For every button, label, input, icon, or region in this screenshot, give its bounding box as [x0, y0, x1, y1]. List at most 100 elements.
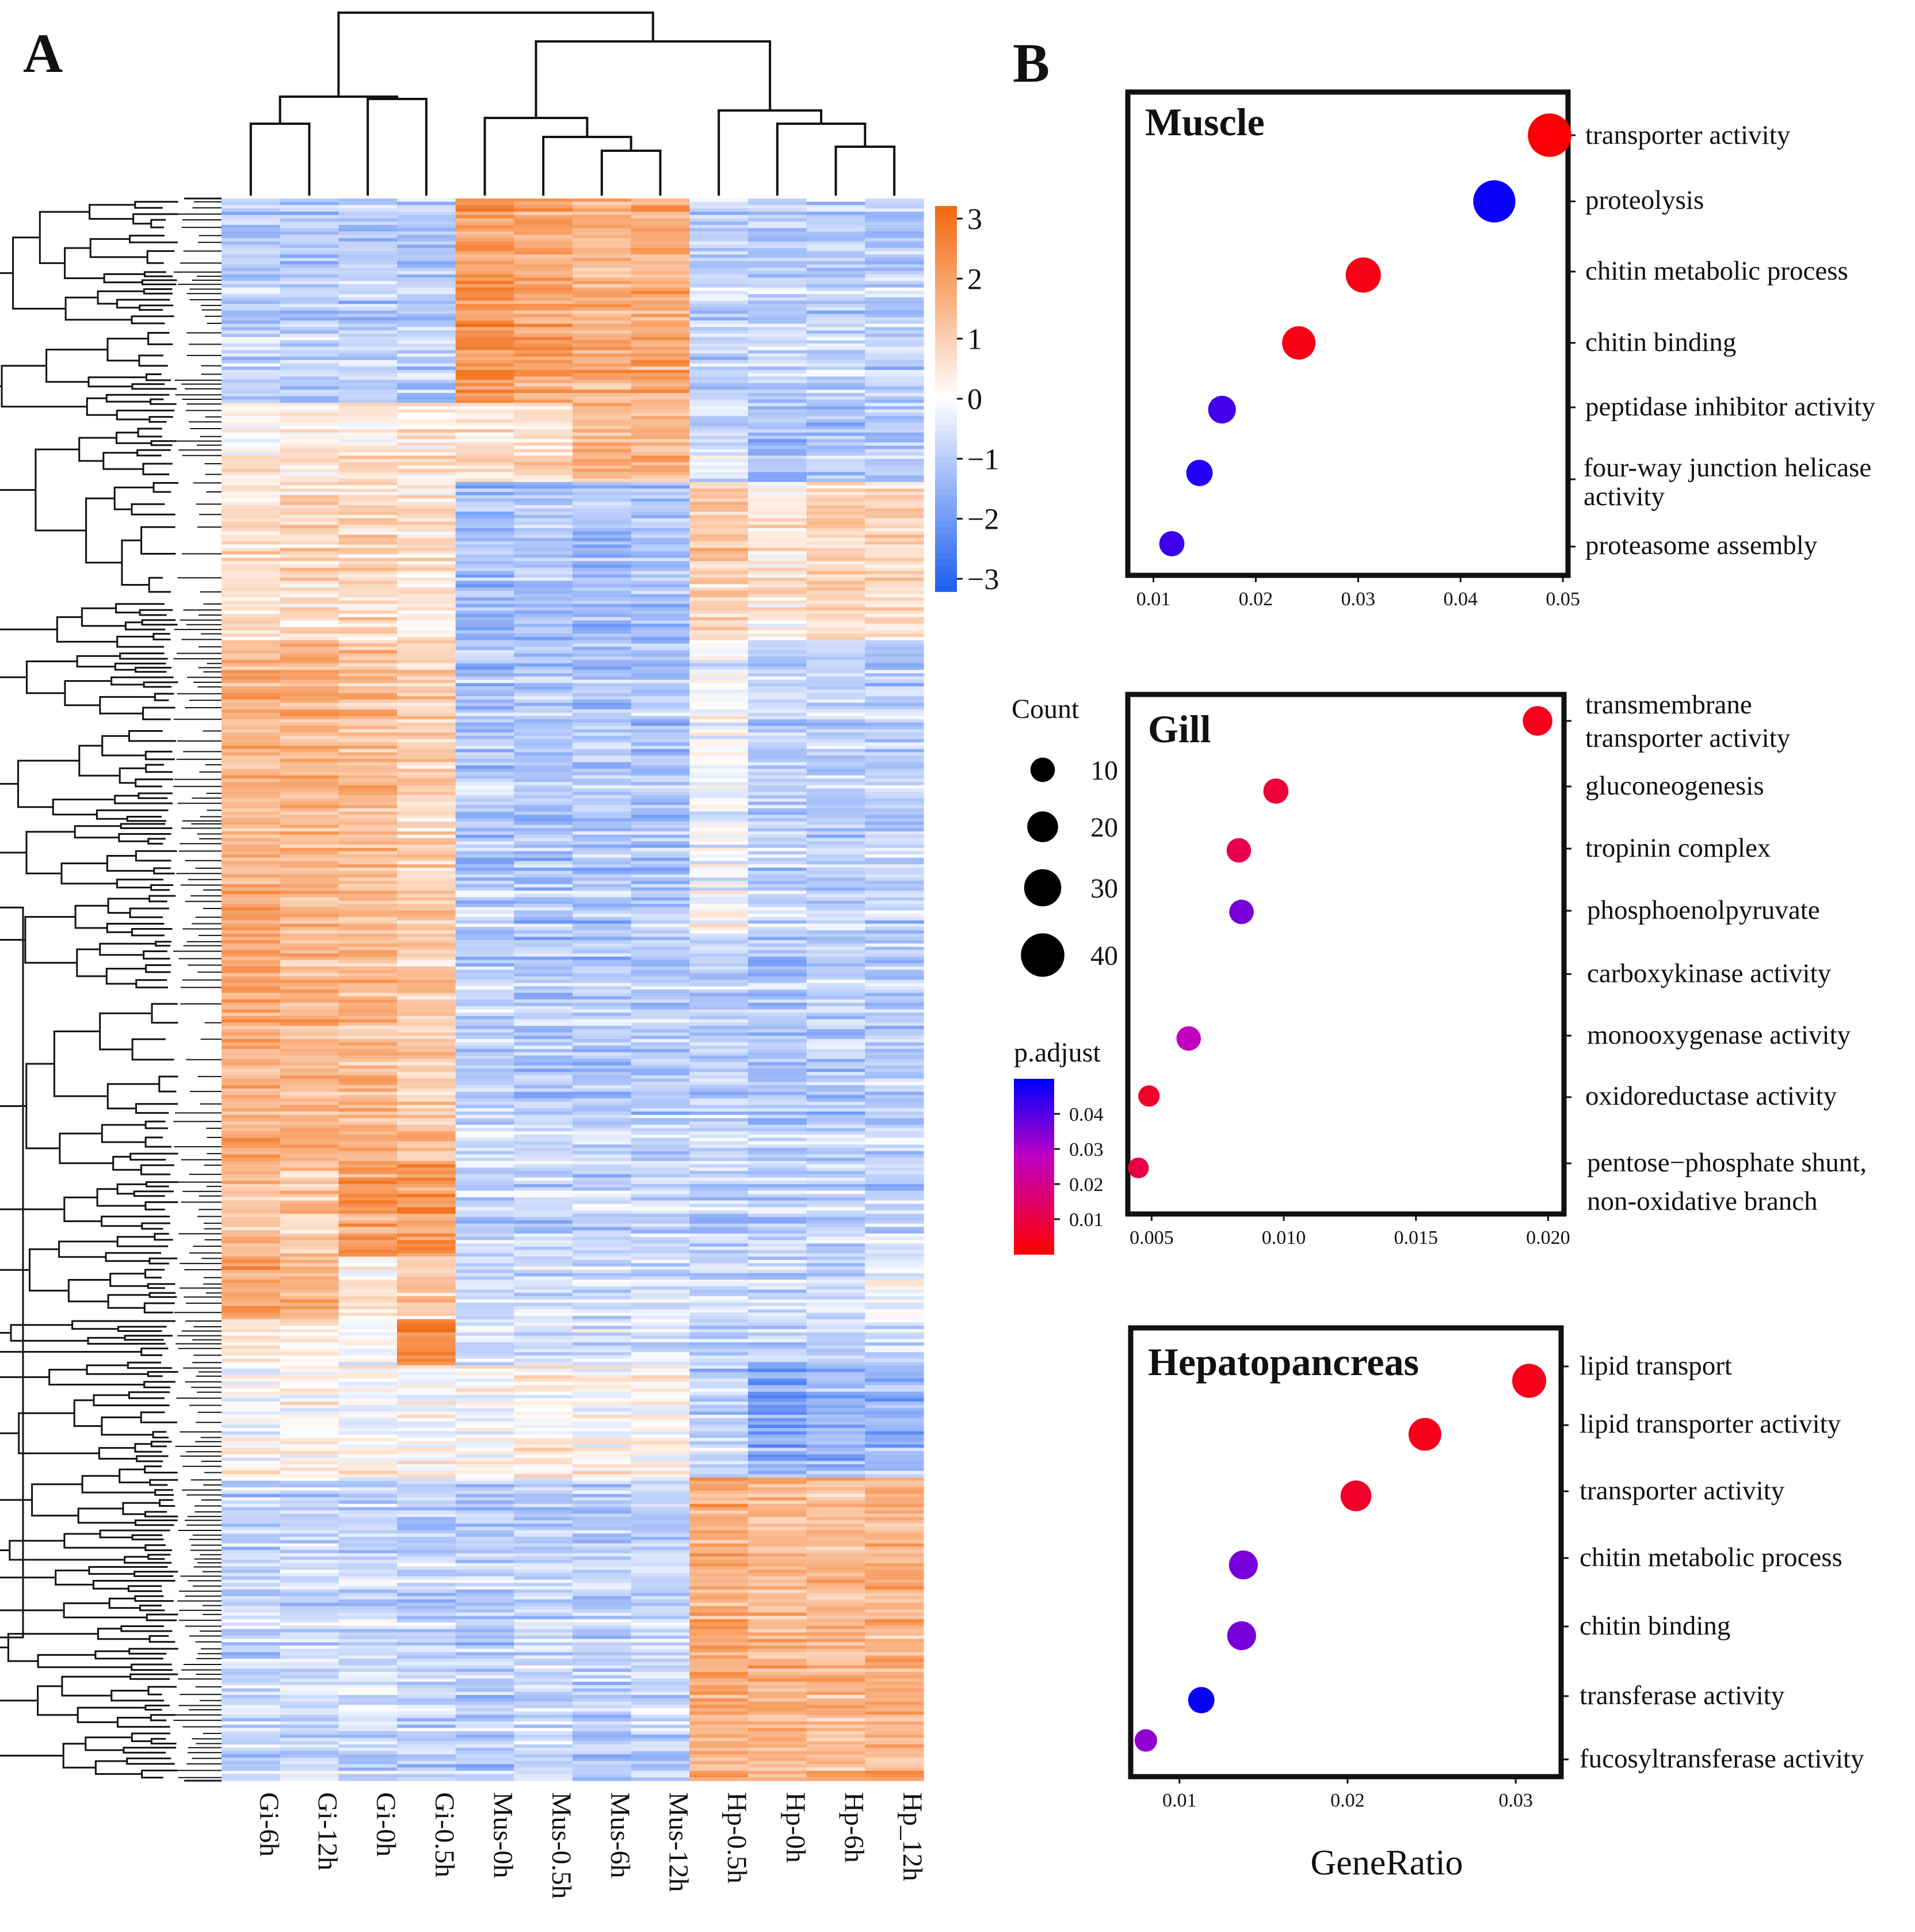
- heatmap-cell: [865, 1398, 924, 1402]
- heatmap-cell: [455, 739, 514, 743]
- heatmap-cell: [514, 581, 573, 585]
- heatmap-cell: [280, 1349, 339, 1353]
- heatmap-cell: [865, 1148, 924, 1152]
- heatmap-cell: [397, 683, 456, 687]
- heatmap-cell: [455, 1019, 514, 1023]
- heatmap-cell: [455, 307, 514, 311]
- heatmap-cell: [689, 386, 749, 390]
- heatmap-cell: [514, 1019, 573, 1023]
- heatmap-cell: [631, 268, 690, 272]
- heatmap-cell: [689, 1088, 749, 1093]
- heatmap-cell: [806, 548, 865, 552]
- heatmap-cell: [338, 841, 398, 845]
- heatmap-cell: [748, 627, 807, 631]
- heatmap-cell: [514, 327, 573, 331]
- heatmap-cell: [748, 706, 807, 710]
- heatmap-cell: [397, 870, 456, 875]
- heatmap-cell: [338, 666, 398, 670]
- heatmap-cell: [397, 1055, 456, 1059]
- heatmap-cell: [573, 1108, 632, 1112]
- heatmap-cell: [631, 1233, 690, 1238]
- heatmap-cell: [806, 409, 865, 413]
- heatmap-cell: [573, 472, 632, 476]
- heatmap-cell: [280, 627, 339, 631]
- heatmap-cell: [222, 1022, 281, 1026]
- heatmap-cell: [338, 1303, 398, 1307]
- heatmap-cell: [280, 228, 339, 232]
- heatmap-cell: [222, 208, 281, 212]
- heatmap-cell: [573, 758, 632, 763]
- heatmap-cell: [222, 1220, 281, 1224]
- heatmap-cell: [455, 1319, 514, 1323]
- heatmap-cell: [689, 396, 749, 400]
- heatmap-cell: [455, 617, 514, 621]
- heatmap-cell: [573, 294, 632, 298]
- heatmap-cell: [806, 831, 865, 835]
- heatmap-cell: [748, 1042, 807, 1046]
- heatmap-cell: [222, 1124, 281, 1129]
- heatmap-cell: [280, 785, 339, 789]
- heatmap-cell: [689, 1332, 749, 1337]
- heatmap-cell: [280, 584, 339, 588]
- heatmap-cell: [455, 1062, 514, 1066]
- heatmap-cell: [631, 937, 690, 941]
- heatmap-cell: [573, 775, 632, 779]
- heatmap-cell: [222, 314, 281, 318]
- heatmap-cell: [573, 798, 632, 803]
- heatmap-cell: [397, 337, 456, 341]
- heatmap-cell: [280, 880, 339, 885]
- heatmap-cell: [397, 1026, 456, 1030]
- heatmap-cell: [455, 1259, 514, 1264]
- heatmap-cell: [280, 534, 339, 539]
- heatmap-cell: [222, 841, 281, 845]
- heatmap-cell: [806, 884, 865, 888]
- heatmap-cell: [455, 696, 514, 700]
- heatmap-cell: [280, 808, 339, 812]
- heatmap-cell: [689, 413, 749, 417]
- heatmap-cell: [573, 956, 632, 961]
- heatmap-cell: [573, 914, 632, 918]
- heatmap-cell: [338, 277, 398, 281]
- heatmap-cell: [573, 459, 632, 463]
- heatmap-cell: [280, 709, 339, 713]
- heatmap-cell: [865, 788, 924, 792]
- heatmap-cell: [397, 1425, 456, 1429]
- heatmap-cell: [806, 1299, 865, 1303]
- heatmap-cell: [280, 386, 339, 390]
- heatmap-cell: [338, 327, 398, 331]
- heatmap-cell: [338, 769, 398, 773]
- heatmap-cell: [748, 1411, 807, 1415]
- heatmap-cell: [514, 525, 573, 529]
- heatmap-cell: [280, 643, 339, 647]
- heatmap-cell: [514, 531, 573, 535]
- heatmap-cell: [222, 1019, 281, 1023]
- heatmap-cell: [338, 304, 398, 308]
- heatmap-cell: [806, 874, 865, 878]
- heatmap-cell: [748, 643, 807, 647]
- heatmap-cell: [806, 877, 865, 881]
- heatmap-cell: [865, 1303, 924, 1307]
- heatmap-cell: [280, 689, 339, 693]
- heatmap-cell: [338, 693, 398, 697]
- heatmap-cell: [865, 521, 924, 525]
- heatmap-cell: [631, 541, 690, 545]
- heatmap-cell: [280, 834, 339, 839]
- heatmap-cell: [338, 752, 398, 756]
- heatmap-cell: [514, 1036, 573, 1040]
- heatmap-cell: [631, 396, 690, 400]
- heatmap-cell: [631, 353, 690, 357]
- heatmap-cell: [631, 224, 690, 229]
- heatmap-cell: [222, 218, 281, 222]
- heatmap-cell: [573, 445, 632, 450]
- heatmap-cell: [397, 887, 456, 891]
- heatmap-cell: [280, 1036, 339, 1040]
- heatmap-cell: [689, 277, 749, 281]
- heatmap-cell: [338, 620, 398, 624]
- heatmap-cell: [514, 696, 573, 700]
- heatmap-cell: [222, 251, 281, 255]
- heatmap-cell: [222, 933, 281, 937]
- heatmap-cell: [748, 785, 807, 789]
- heatmap-cell: [280, 854, 339, 858]
- heatmap-cell: [573, 1257, 632, 1261]
- heatmap-cell: [455, 940, 514, 944]
